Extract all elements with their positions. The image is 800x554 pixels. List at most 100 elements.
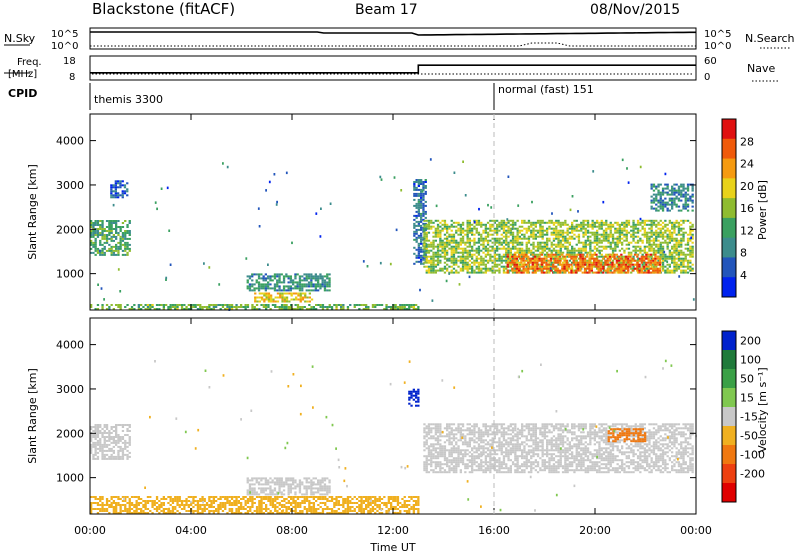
heatmap-cell (422, 198, 425, 201)
heatmap-cell (605, 239, 608, 242)
heatmap-cell (589, 239, 592, 242)
heatmap-cell (446, 239, 449, 242)
heatmap-cell (691, 223, 694, 226)
heatmap-cell (557, 255, 560, 258)
heatmap-cell (273, 487, 277, 490)
heatmap-cell (287, 306, 290, 308)
heatmap-cell (541, 251, 544, 254)
heatmap-cell (571, 249, 574, 252)
heatmap-cell (298, 275, 302, 278)
heatmap-cell (652, 183, 656, 186)
heatmap-cell (99, 226, 102, 228)
heatmap-cell (502, 269, 506, 272)
heatmap-cell (112, 253, 115, 256)
heatmap-cell (564, 245, 567, 248)
heatmap-cell (374, 500, 377, 502)
heatmap-cell (294, 285, 297, 288)
heatmap-cell (505, 243, 508, 246)
heatmap-cell (443, 221, 447, 224)
heatmap-cell (285, 304, 288, 306)
heatmap-cell (607, 253, 610, 256)
heatmap-cell (96, 424, 100, 426)
heatmap-cell (283, 500, 286, 502)
heatmap-cell (647, 271, 650, 274)
heatmap-cell (595, 259, 598, 262)
heatmap-cell (664, 191, 667, 194)
heatmap-cell (543, 255, 546, 258)
heatmap-cell (292, 510, 295, 512)
heatmap-cell (552, 261, 556, 264)
heatmap-cell (668, 253, 671, 256)
heatmap-cell (117, 232, 120, 234)
heatmap-cell (115, 434, 118, 436)
heatmap-cell (565, 253, 568, 256)
heatmap-cell (657, 199, 660, 202)
heatmap-cell (566, 247, 569, 250)
heatmap-cell (455, 263, 458, 266)
heatmap-cell (588, 265, 591, 268)
title: Blackstone (fitACF) (92, 0, 235, 18)
heatmap-cell (477, 239, 481, 242)
heatmap-cell (659, 191, 662, 194)
heatmap-cell (215, 496, 218, 498)
heatmap-cell (630, 253, 633, 256)
heatmap-cell (527, 249, 531, 252)
heatmap-cell (523, 237, 526, 240)
heatmap-cell (618, 265, 621, 268)
heatmap-cell (673, 231, 676, 234)
heatmap-cell (126, 237, 129, 240)
heatmap-cell (108, 220, 111, 222)
heatmap-cell (94, 498, 97, 500)
heatmap-cell (659, 193, 662, 196)
heatmap-cell (545, 263, 548, 266)
heatmap-cell (281, 292, 284, 295)
heatmap-cell (600, 245, 603, 248)
heatmap-cell (509, 219, 512, 222)
heatmap-cell (301, 308, 304, 310)
heatmap-cell (452, 235, 456, 238)
heatmap-cell (344, 510, 347, 512)
heatmap-cell (505, 265, 508, 268)
heatmap-cell (538, 257, 541, 260)
nsearch-label: N.Search (745, 32, 795, 45)
heatmap-cell (126, 251, 129, 254)
heatmap-cell (321, 493, 324, 496)
heatmap-cell (652, 243, 656, 246)
heatmap-cell (622, 269, 625, 272)
heatmap-cell (423, 247, 426, 250)
heatmap-cell (468, 225, 471, 228)
heatmap-cell (282, 289, 286, 292)
heatmap-cell (564, 235, 567, 238)
heatmap-cell (294, 281, 297, 284)
heatmap-cell (244, 504, 247, 506)
heatmap-cell (590, 253, 593, 256)
heatmap-cell (636, 219, 640, 222)
heatmap-cell (554, 267, 557, 270)
heatmap-cell (335, 510, 338, 512)
heatmap-cell (210, 506, 213, 508)
heatmap-cell (427, 271, 431, 274)
heatmap-cell (326, 283, 329, 286)
heatmap-cell (639, 239, 642, 242)
heatmap-cell (579, 267, 582, 270)
heatmap-cell (321, 487, 324, 490)
heatmap-cell (614, 237, 617, 240)
heatmap-cell (572, 257, 575, 260)
heatmap-cell (310, 279, 313, 282)
heatmap-cell (518, 229, 521, 232)
heatmap-cell (473, 253, 476, 256)
heatmap-cell (686, 249, 690, 252)
heatmap-cell (555, 237, 558, 240)
heatmap-cell (119, 445, 122, 448)
heatmap-cell (522, 255, 525, 258)
heatmap-cell (615, 257, 618, 260)
heatmap-cell (101, 304, 104, 306)
heatmap-cell (468, 255, 471, 258)
heatmap-cell (691, 241, 694, 244)
heatmap-cell (201, 512, 204, 514)
heatmap-cell (307, 277, 311, 280)
heatmap-cell (94, 426, 97, 428)
heatmap-cell (130, 504, 134, 506)
heatmap-cell (496, 263, 499, 266)
heatmap-cell (636, 255, 639, 258)
